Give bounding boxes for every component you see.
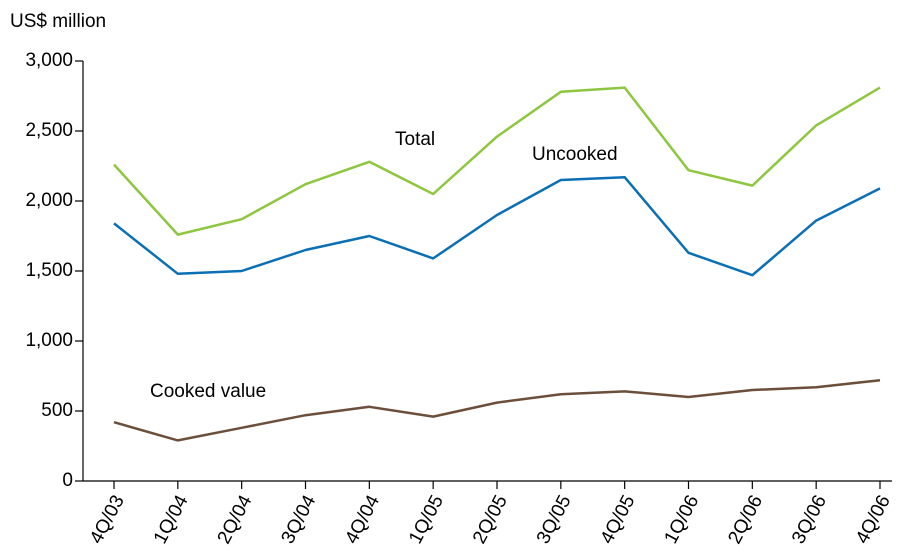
y-tick-label: 2,000 xyxy=(25,190,73,211)
x-tick-label: 1Q/04 xyxy=(150,491,193,547)
x-tick-label: 2Q/06 xyxy=(724,492,767,548)
series-label: Cooked value xyxy=(150,381,266,402)
x-tick-label: 2Q/04 xyxy=(214,491,257,547)
series-label: Uncooked xyxy=(532,144,618,165)
series-line xyxy=(113,378,881,442)
x-tick-label: 4Q/03 xyxy=(86,492,129,548)
y-tick-label: 3,000 xyxy=(25,50,73,71)
x-tick-label: 3Q/06 xyxy=(788,492,831,548)
series-line xyxy=(113,86,881,236)
x-tick-label: 4Q/05 xyxy=(597,492,640,548)
y-tick-label: 0 xyxy=(62,470,73,491)
x-tick-label: 2Q/05 xyxy=(469,492,512,548)
x-tick-label: 3Q/04 xyxy=(277,491,320,547)
y-axis-label: US$ million xyxy=(10,11,106,32)
y-tick-label: 500 xyxy=(41,400,73,421)
series-label: Total xyxy=(395,129,435,150)
y-tick-label: 2,500 xyxy=(25,120,73,141)
x-tick-label: 4Q/06 xyxy=(852,492,895,548)
y-tick-label: 1,500 xyxy=(25,260,73,281)
x-tick-label: 4Q/04 xyxy=(341,491,384,547)
x-tick-label: 3Q/05 xyxy=(533,492,576,548)
x-tick-label: 1Q/05 xyxy=(405,492,448,548)
x-tick-label: 1Q/06 xyxy=(660,492,703,548)
y-tick-label: 1,000 xyxy=(25,330,73,351)
series-line xyxy=(113,175,881,277)
